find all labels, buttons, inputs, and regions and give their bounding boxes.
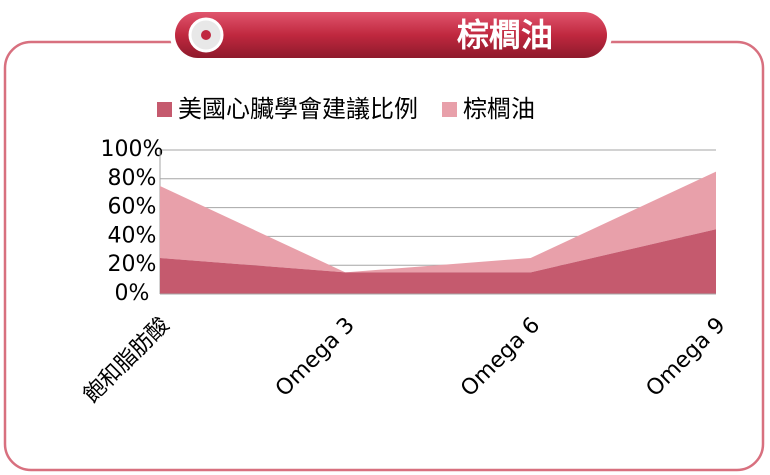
y-tick-label: 60% [108,195,157,220]
area [160,171,716,273]
legend-swatch [442,102,457,117]
legend-label: 棕櫚油 [463,95,535,123]
y-tick-label: 80% [108,166,157,191]
y-tick-label: 0% [115,281,150,306]
chart-title: 棕櫚油 [457,16,553,54]
legend-label: 美國心臟學會建議比例 [178,95,418,123]
y-tick-label: 100% [101,137,164,162]
y-tick-label: 40% [108,223,157,248]
icon-dot [201,30,211,40]
area [160,229,716,294]
banner [175,12,607,58]
legend-swatch [157,102,172,117]
y-tick-label: 20% [108,252,157,277]
